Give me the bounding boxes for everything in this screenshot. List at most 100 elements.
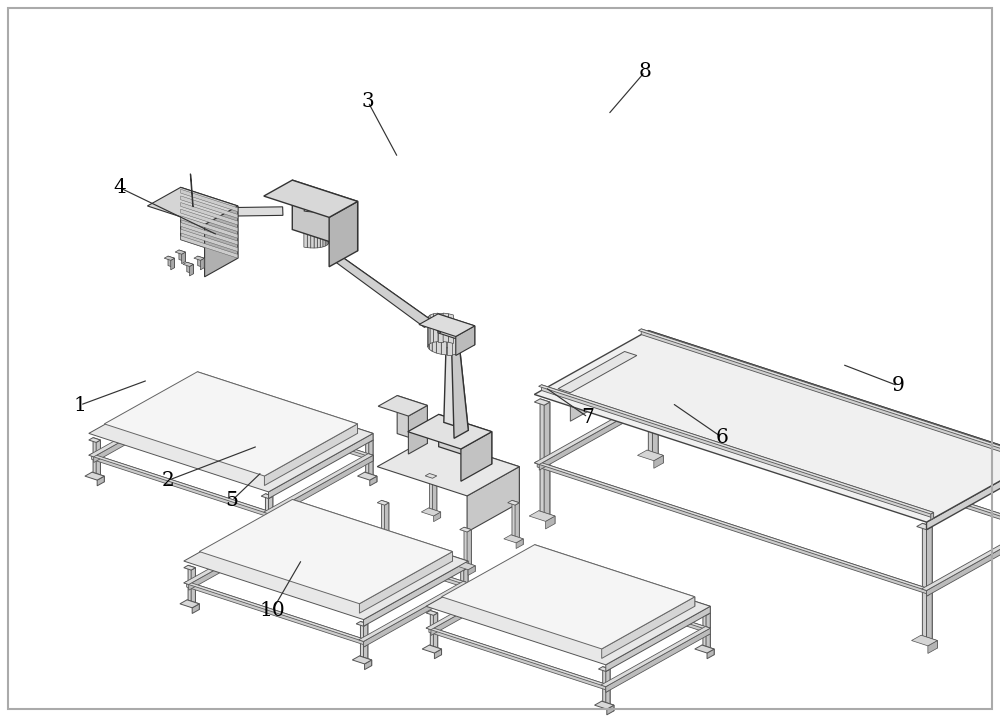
Polygon shape (189, 381, 201, 386)
Polygon shape (257, 528, 277, 536)
Polygon shape (912, 635, 937, 646)
Polygon shape (364, 624, 368, 663)
Polygon shape (428, 508, 441, 518)
Polygon shape (922, 523, 932, 640)
Polygon shape (185, 416, 205, 424)
Polygon shape (654, 455, 663, 468)
Polygon shape (197, 371, 358, 433)
Polygon shape (164, 256, 175, 260)
Polygon shape (535, 545, 695, 607)
Polygon shape (171, 258, 175, 270)
Polygon shape (703, 611, 710, 649)
Polygon shape (381, 500, 389, 539)
Polygon shape (94, 399, 198, 462)
Polygon shape (439, 414, 492, 464)
Polygon shape (311, 212, 314, 248)
Polygon shape (534, 399, 653, 465)
Polygon shape (188, 565, 195, 604)
Polygon shape (366, 437, 373, 476)
Polygon shape (179, 250, 185, 262)
Polygon shape (408, 405, 427, 454)
Polygon shape (922, 525, 1000, 591)
Text: 2: 2 (162, 471, 174, 490)
Polygon shape (429, 437, 519, 503)
Polygon shape (456, 565, 468, 570)
Polygon shape (537, 461, 929, 594)
Polygon shape (292, 500, 453, 561)
Polygon shape (645, 399, 1000, 528)
Polygon shape (181, 216, 238, 238)
Polygon shape (307, 212, 311, 248)
Polygon shape (707, 628, 710, 635)
Polygon shape (89, 397, 198, 457)
Polygon shape (695, 645, 714, 653)
Polygon shape (648, 399, 653, 407)
Polygon shape (602, 701, 614, 711)
Polygon shape (419, 314, 475, 336)
Polygon shape (358, 473, 377, 480)
Polygon shape (288, 524, 468, 589)
Polygon shape (361, 437, 373, 442)
Polygon shape (460, 600, 472, 609)
Polygon shape (364, 561, 468, 626)
Polygon shape (89, 375, 373, 492)
Polygon shape (468, 566, 475, 576)
Polygon shape (200, 258, 204, 270)
Polygon shape (370, 455, 373, 462)
Polygon shape (544, 402, 550, 519)
Polygon shape (327, 208, 328, 245)
Polygon shape (192, 416, 205, 426)
Polygon shape (641, 329, 1000, 462)
Polygon shape (184, 565, 195, 570)
Polygon shape (288, 509, 296, 548)
Polygon shape (180, 600, 199, 608)
Polygon shape (270, 532, 277, 542)
Polygon shape (531, 569, 535, 577)
Polygon shape (335, 257, 434, 328)
Polygon shape (606, 607, 710, 671)
Polygon shape (434, 512, 441, 522)
Polygon shape (264, 528, 277, 538)
Polygon shape (408, 414, 492, 449)
Polygon shape (531, 569, 710, 634)
Polygon shape (606, 669, 610, 708)
Polygon shape (447, 326, 452, 355)
Polygon shape (265, 494, 273, 532)
Polygon shape (370, 476, 377, 486)
Polygon shape (168, 256, 175, 267)
Polygon shape (182, 252, 185, 264)
Polygon shape (198, 256, 204, 267)
Polygon shape (516, 539, 523, 549)
Polygon shape (456, 561, 475, 570)
Polygon shape (467, 467, 519, 532)
Polygon shape (432, 323, 436, 353)
Polygon shape (603, 667, 610, 705)
Polygon shape (364, 640, 366, 647)
Polygon shape (385, 503, 389, 541)
Polygon shape (342, 257, 441, 333)
Polygon shape (438, 314, 475, 345)
Polygon shape (926, 458, 1000, 530)
Polygon shape (431, 571, 535, 635)
Polygon shape (320, 211, 323, 247)
Text: 1: 1 (74, 396, 86, 414)
Polygon shape (429, 473, 437, 512)
Polygon shape (607, 705, 614, 715)
Text: 10: 10 (259, 602, 285, 620)
Polygon shape (526, 554, 538, 559)
Polygon shape (705, 627, 710, 634)
Polygon shape (304, 196, 329, 212)
Polygon shape (181, 229, 238, 252)
Polygon shape (304, 211, 307, 247)
Text: 8: 8 (639, 62, 651, 81)
Polygon shape (189, 526, 293, 590)
Text: 7: 7 (582, 408, 594, 427)
Polygon shape (707, 649, 714, 659)
Polygon shape (467, 530, 471, 568)
Polygon shape (461, 432, 492, 481)
Polygon shape (534, 461, 929, 591)
Polygon shape (421, 508, 441, 516)
Polygon shape (187, 600, 199, 609)
Polygon shape (368, 454, 373, 461)
Polygon shape (917, 523, 932, 530)
